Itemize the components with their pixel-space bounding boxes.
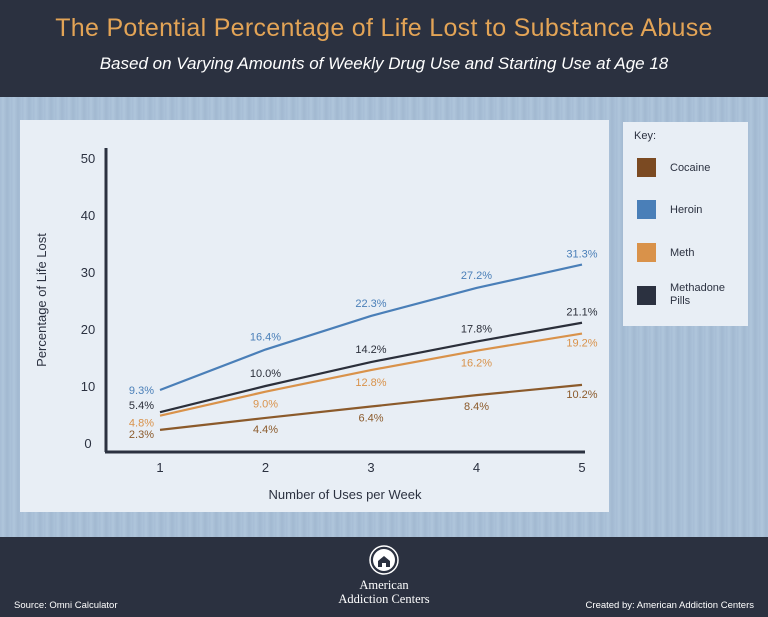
data-label: 10.2% [566, 389, 597, 401]
chart-subtitle: Based on Varying Amounts of Weekly Drug … [99, 54, 669, 73]
logo-icon [369, 545, 399, 575]
legend-item-cocaine: Cocaine [637, 158, 710, 177]
x-axis-label: Number of Uses per Week [269, 487, 422, 502]
data-label: 10.0% [250, 368, 281, 380]
x-tick-label: 5 [578, 460, 585, 475]
footer: American Addiction Centers Source: Omni … [0, 537, 768, 617]
legend-swatch [637, 285, 656, 305]
legend-swatch [637, 243, 656, 262]
data-label: 14.2% [355, 344, 386, 356]
data-label: 27.2% [461, 270, 492, 282]
legend-item-methadone: Methadone Pills [637, 282, 732, 308]
x-tick-label: 3 [367, 460, 374, 475]
y-tick-label: 10 [81, 379, 95, 394]
x-tick-label: 2 [262, 460, 269, 475]
source-text: Source: Omni Calculator [14, 600, 118, 611]
legend-item-meth: Meth [637, 243, 694, 262]
data-label: 6.4% [358, 413, 383, 425]
data-label: 19.2% [566, 338, 597, 350]
legend-title: Key: [634, 130, 657, 142]
y-tick-label: 40 [81, 208, 95, 223]
data-label: 16.2% [461, 358, 492, 370]
logo: American Addiction Centers [334, 545, 434, 606]
legend-swatch [637, 200, 656, 219]
data-label: 16.4% [250, 332, 281, 344]
series-line-methadone-pills [159, 321, 583, 414]
y-axis-label: Percentage of Life Lost [34, 233, 49, 367]
legend: Key: Cocaine Heroin Meth Methadone Pills [623, 122, 748, 326]
chart-title: The Potential Percentage of Life Lost to… [55, 14, 713, 42]
legend-item-heroin: Heroin [637, 200, 702, 219]
y-tick-label: 30 [81, 265, 95, 280]
credit-text: Created by: American Addiction Centers [585, 600, 754, 611]
data-label: 5.4% [129, 400, 154, 412]
data-label: 31.3% [566, 249, 597, 261]
data-label: 12.8% [355, 377, 386, 389]
data-label: 22.3% [355, 298, 386, 310]
data-label: 2.3% [129, 429, 154, 441]
x-tick-label: 1 [156, 460, 163, 475]
data-label: 9.3% [129, 385, 154, 397]
series-line-cocaine [159, 383, 583, 431]
data-label: 4.4% [253, 424, 278, 436]
y-tick-label: 50 [81, 151, 95, 166]
legend-swatch [637, 158, 656, 177]
series-line-meth [159, 332, 583, 417]
series-line-heroin [159, 263, 583, 392]
data-label: 17.8% [461, 324, 492, 336]
header: The Potential Percentage of Life Lost to… [0, 0, 768, 97]
data-label: 8.4% [464, 401, 489, 413]
y-tick-label: 0 [84, 436, 91, 451]
chart-panel [20, 120, 609, 512]
x-tick-label: 4 [473, 460, 480, 475]
data-label: 21.1% [566, 307, 597, 319]
data-label: 4.8% [129, 418, 154, 430]
y-tick-label: 20 [81, 322, 95, 337]
data-label: 9.0% [253, 399, 278, 411]
